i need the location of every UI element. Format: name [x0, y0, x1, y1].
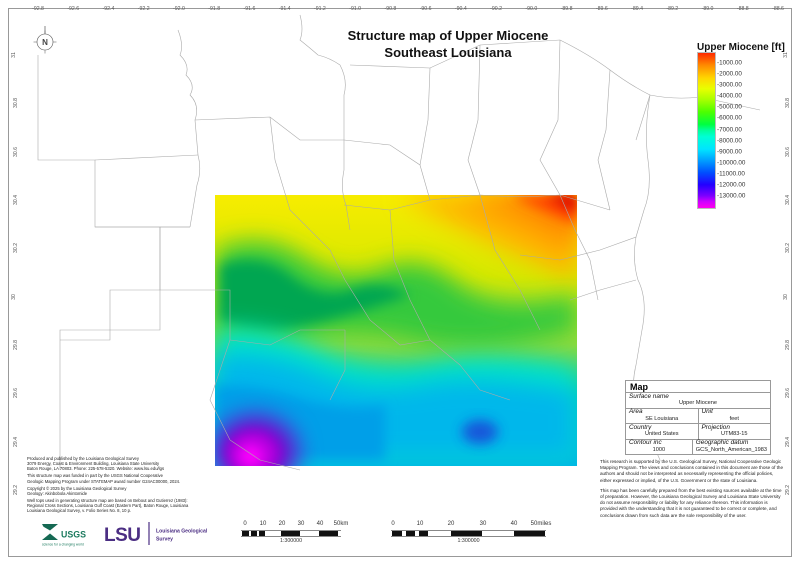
svg-text:Louisiana Geological: Louisiana Geological: [156, 529, 208, 535]
svg-text:LSU: LSU: [104, 525, 141, 546]
svg-text:science for a changing world: science for a changing world: [42, 542, 84, 546]
svg-text:Survey: Survey: [156, 537, 173, 543]
svg-text:USGS: USGS: [61, 530, 86, 540]
